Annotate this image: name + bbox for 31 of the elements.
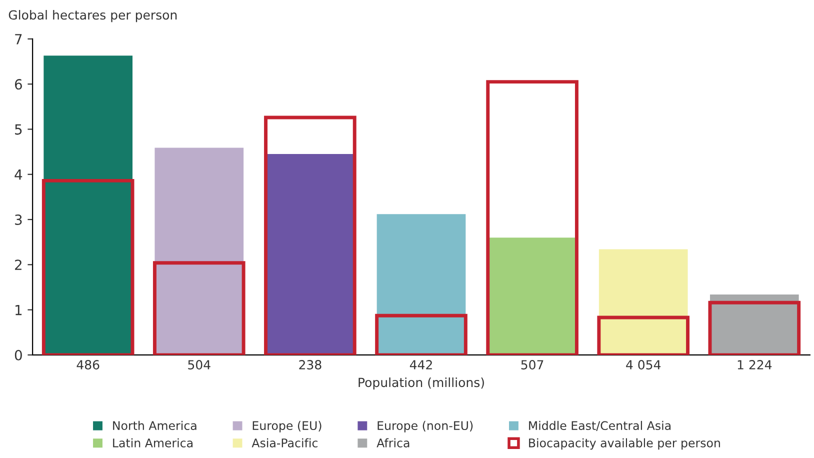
legend-label: Europe (EU) (252, 420, 322, 432)
legend-label: Asia-Pacific (252, 438, 318, 448)
bar (266, 154, 355, 355)
y-tick-label: 3 (15, 214, 22, 225)
bar (376, 214, 466, 355)
legend-label: Europe (non-EU) (378, 420, 473, 432)
x-tick-label: 504 (188, 360, 210, 370)
x-tick-label: 4 054 (626, 360, 661, 370)
legend-label: Biocapacity available per person (529, 438, 720, 450)
x-tick-label: 1 224 (738, 360, 772, 370)
legend-label: North America (113, 420, 196, 430)
y-tick-label: 7 (15, 34, 22, 44)
x-axis-title: Population (millions) (358, 377, 484, 390)
x-tick-label: 238 (299, 360, 322, 370)
legend-label: Latin America (113, 438, 192, 448)
x-tick-label: 486 (76, 360, 100, 370)
y-tick-label: 4 (14, 170, 22, 180)
y-tick-label: 2 (15, 260, 22, 270)
bar (488, 238, 577, 355)
y-axis-title: Global hectares per person (8, 10, 177, 22)
y-tick-label: 6 (14, 79, 22, 90)
legend-label: Africa (376, 438, 410, 448)
x-tick-label: 507 (521, 360, 544, 370)
legend-label: Middle East/Central Asia (529, 420, 671, 431)
bar (154, 148, 244, 355)
x-tick-label: 442 (410, 360, 432, 370)
bar (44, 56, 133, 355)
y-tick-label: 1 (16, 304, 22, 316)
y-tick-label: 5 (15, 124, 22, 135)
y-tick-label: 0 (14, 350, 22, 360)
bar (598, 249, 688, 355)
